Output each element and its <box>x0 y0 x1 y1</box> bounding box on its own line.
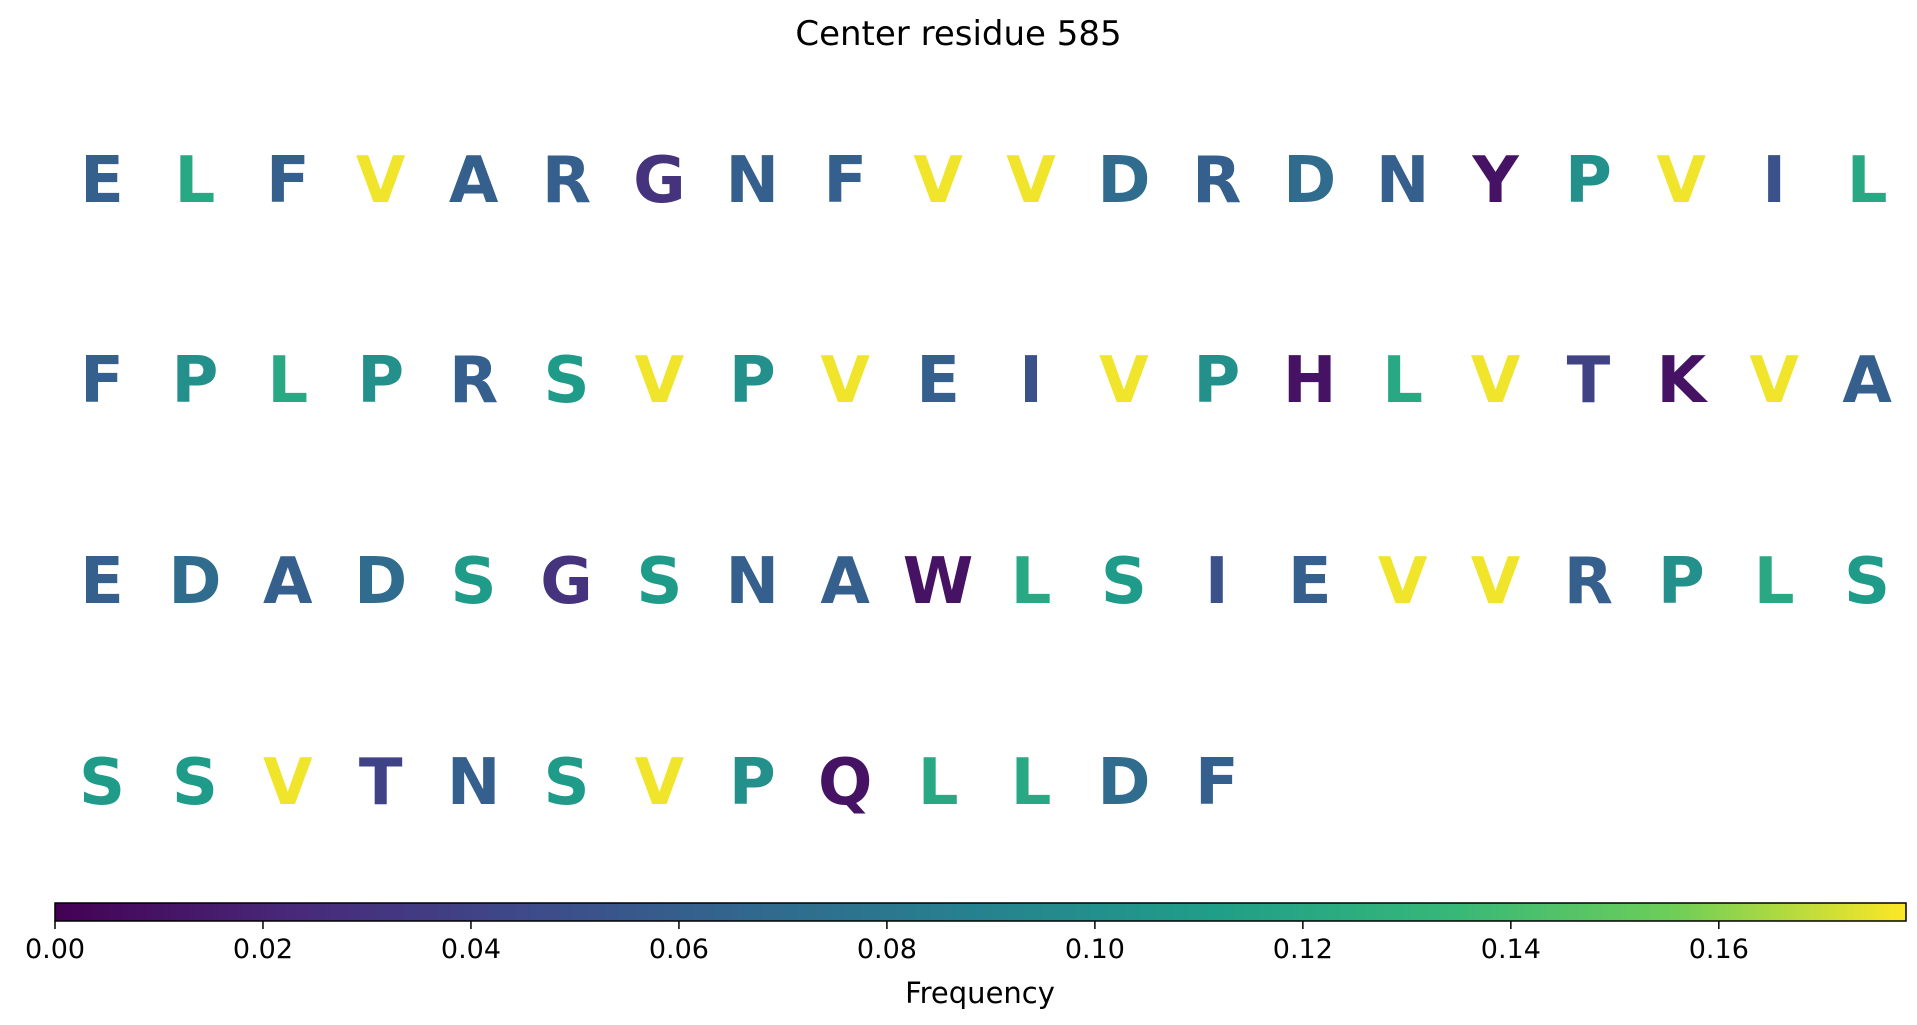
residue-letters: E L F V A R G N F V V D R D N Y P V I LF P L P R S V P V E I V P H L V T K V A… <box>79 144 1892 820</box>
residue-letter: L <box>918 746 959 820</box>
colorbar-tick-label: 0.02 <box>233 934 293 965</box>
residue-letter: I <box>1205 545 1229 619</box>
residue-letter: P <box>1658 545 1705 619</box>
colorbar: 0.00 0.02 0.04 0.06 0.08 0.10 0.12 0.14 0.16 Fre… <box>25 902 1907 1010</box>
residue-letter: P <box>1193 344 1240 418</box>
residue-letter: V <box>635 746 685 820</box>
residue-letter: A <box>820 545 870 619</box>
residue-letter: V <box>1099 344 1149 418</box>
residue-letter: N <box>726 144 780 218</box>
residue-letter: G <box>540 545 593 619</box>
colorbar-tick-label: 0.16 <box>1689 934 1749 965</box>
residue-letter: T <box>359 746 403 820</box>
residue-letter: D <box>354 545 407 619</box>
residue-letter: D <box>1097 144 1150 218</box>
residue-letter: S <box>543 344 589 418</box>
residue-letter: I <box>1019 344 1043 418</box>
residue-letter: F <box>1195 746 1239 820</box>
residue-letter: P <box>171 344 218 418</box>
residue-letter: D <box>1283 144 1336 218</box>
residue-letter: L <box>1011 545 1052 619</box>
chart-title: Center residue 585 <box>795 14 1122 54</box>
residue-letter: R <box>1564 545 1613 619</box>
colorbar-tick-label: 0.10 <box>1065 934 1125 965</box>
residue-letter: V <box>1471 344 1521 418</box>
residue-letter: V <box>1006 144 1056 218</box>
residue-letter: L <box>1011 746 1052 820</box>
residue-letter: S <box>1101 545 1147 619</box>
residue-letter: I <box>1762 144 1786 218</box>
residue-letter: V <box>263 746 313 820</box>
residue-letter: L <box>1847 144 1888 218</box>
colorbar-tick-label: 0.12 <box>1273 934 1333 965</box>
residue-letter: P <box>1565 144 1612 218</box>
residue-letter: W <box>903 545 974 619</box>
residue-letter: E <box>1288 545 1332 619</box>
residue-letter: P <box>729 344 776 418</box>
colorbar-tick-label: 0.06 <box>649 934 709 965</box>
residue-letter: D <box>1097 746 1150 820</box>
residue-letter: S <box>1844 545 1890 619</box>
residue-letter: N <box>447 746 501 820</box>
residue-letter: N <box>1376 144 1430 218</box>
residue-letter: V <box>913 144 963 218</box>
colorbar-tick-label: 0.00 <box>25 934 85 965</box>
residue-letter: R <box>1192 144 1241 218</box>
residue-letter: V <box>356 144 406 218</box>
residue-letter: G <box>633 144 686 218</box>
residue-letter: S <box>451 545 497 619</box>
residue-letter: A <box>449 144 499 218</box>
colorbar-tick-label: 0.08 <box>857 934 917 965</box>
colorbar-gradient <box>54 902 1907 922</box>
residue-letter: V <box>1749 344 1799 418</box>
residue-letter: R <box>542 144 591 218</box>
colorbar-ticks: 0.00 0.02 0.04 0.06 0.08 0.10 0.12 0.14 0.16 <box>25 921 1749 965</box>
residue-letter: F <box>266 144 310 218</box>
residue-letter: S <box>172 746 218 820</box>
residue-letter: N <box>726 545 780 619</box>
residue-letter: E <box>80 144 124 218</box>
residue-letter: A <box>263 545 313 619</box>
residue-letter: H <box>1283 344 1337 418</box>
residue-letter: L <box>1382 344 1423 418</box>
residue-letter: Q <box>818 746 872 820</box>
residue-letter: E <box>80 545 124 619</box>
residue-letter: S <box>636 545 682 619</box>
residue-letter: Y <box>1471 144 1519 218</box>
residue-letter: V <box>1378 545 1428 619</box>
residue-letter: V <box>820 344 870 418</box>
residue-letter: E <box>916 344 960 418</box>
residue-letter: V <box>1657 144 1707 218</box>
residue-letter: D <box>168 545 221 619</box>
colorbar-tick-label: 0.14 <box>1481 934 1541 965</box>
colorbar-tick-label: 0.04 <box>441 934 501 965</box>
residue-letter: L <box>1754 545 1795 619</box>
residue-letter: K <box>1657 344 1709 418</box>
residue-letter: S <box>543 746 589 820</box>
residue-letter: T <box>1567 344 1611 418</box>
residue-letter: P <box>729 746 776 820</box>
residue-letter: F <box>823 144 867 218</box>
residue-letter: R <box>449 344 498 418</box>
residue-letter: F <box>80 344 124 418</box>
residue-letter: S <box>79 746 125 820</box>
residue-letter: A <box>1842 344 1892 418</box>
residue-letter: V <box>635 344 685 418</box>
residue-letter: L <box>175 144 216 218</box>
residue-letter: P <box>357 344 404 418</box>
colorbar-label: Frequency <box>905 976 1055 1010</box>
residue-letter: V <box>1471 545 1521 619</box>
residue-letter: L <box>267 344 308 418</box>
